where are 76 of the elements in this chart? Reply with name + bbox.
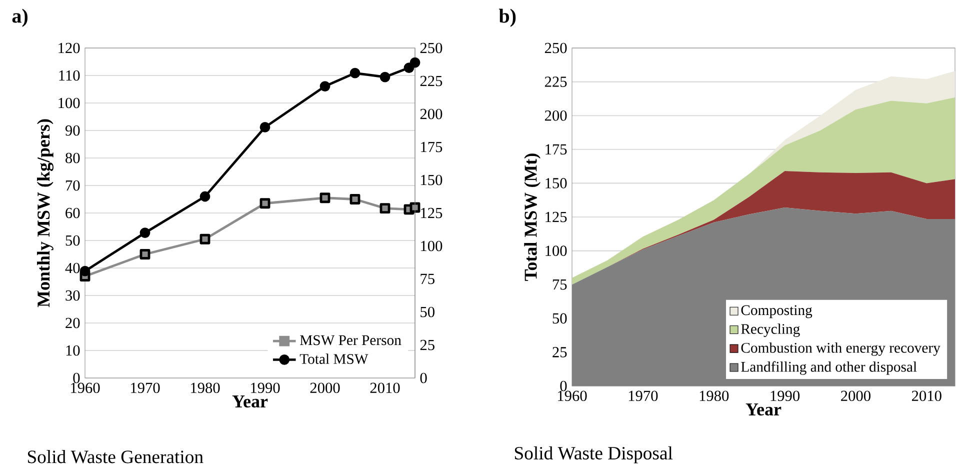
x-axis-title: Year	[746, 404, 782, 416]
y-tick-label: 25	[552, 347, 567, 358]
point	[410, 57, 420, 68]
chart-title: b)	[498, 8, 516, 27]
x-tick-label: 1980	[700, 390, 729, 402]
y2-tick-label: 125	[421, 208, 442, 218]
y-tick-label: 175	[546, 144, 567, 155]
y-tick-label: 10	[66, 345, 80, 356]
y-tick-label: 50	[66, 235, 80, 246]
point	[380, 203, 390, 214]
y-tick-label: 100	[546, 246, 567, 256]
y-axis-title: Monthly MSW (kg/pers)	[37, 119, 54, 308]
y2-tick-label: 100	[421, 240, 442, 252]
legend-label: Total MSW	[300, 354, 368, 364]
point	[404, 62, 414, 73]
legend-label: Composting	[741, 305, 812, 318]
y-tick-label: 30	[66, 290, 80, 301]
point	[350, 194, 360, 204]
y2-tick-label: 50	[420, 306, 434, 318]
x-tick-label: 1990	[251, 382, 280, 394]
legend-label: Combustion with energy recovery	[741, 342, 940, 356]
point	[140, 228, 150, 238]
legend-label: Landfilling and other disposal	[741, 361, 917, 375]
y-tick-label: 150	[546, 178, 567, 188]
y-tick-label: 60	[66, 208, 80, 218]
x-tick-label: 1960	[71, 382, 100, 394]
y-tick-label: 225	[544, 76, 567, 87]
x-tick-label: 1980	[191, 382, 220, 394]
y-tick-label: 100	[58, 98, 80, 108]
y-tick-label: 70	[66, 180, 80, 191]
y2-tick-label: 225	[420, 76, 442, 86]
y-tick-label: 120	[58, 42, 80, 54]
text: Solid Waste Generation	[28, 450, 204, 464]
x-tick-label: 1970	[131, 382, 160, 394]
point	[80, 266, 90, 276]
y-tick-label: 40	[65, 262, 80, 274]
point	[260, 122, 270, 132]
y-tick-label: 250	[544, 42, 567, 54]
point	[200, 234, 210, 244]
y2-tick-label: 0	[420, 372, 427, 384]
y-tick-label: 200	[544, 110, 567, 121]
point	[320, 192, 330, 204]
y2-tick-label: 250	[420, 42, 442, 54]
x-tick-label: 1960	[558, 390, 587, 402]
x-tick-label: 2010	[370, 382, 400, 394]
x-tick-label: 2000	[310, 382, 340, 394]
y-tick-label: 80	[66, 152, 80, 164]
y-tick-label: 110	[59, 70, 80, 81]
y-tick-label: 90	[65, 125, 80, 136]
point	[350, 68, 360, 78]
chart-title: a)	[12, 8, 28, 27]
y-tick-label: 50	[552, 313, 567, 324]
y-tick-label: 125	[546, 212, 567, 222]
x-tick-label: 1990	[770, 390, 800, 402]
y-tick-label: 0	[560, 380, 567, 392]
x-tick-label: 2010	[912, 390, 942, 402]
y2-tick-label: 25	[420, 340, 434, 350]
x-tick-label: 1970	[628, 390, 658, 402]
y2-tick-label: 75	[420, 274, 434, 284]
point	[320, 81, 330, 92]
legend-label: MSW Per Person	[300, 335, 402, 346]
point	[200, 191, 210, 202]
y2-tick-label: 150	[421, 174, 442, 186]
text: Solid Waste Disposal	[514, 446, 673, 464]
y2-tick-label: 175	[421, 142, 442, 152]
point	[380, 72, 390, 82]
y2-tick-label: 200	[420, 108, 442, 120]
point	[140, 249, 150, 260]
y-tick-label: 20	[66, 318, 80, 328]
legend-label: Recycling	[741, 324, 800, 337]
x-tick-label: 2000	[841, 390, 870, 402]
x-axis-title: Year	[232, 396, 268, 408]
y-axis-title: Total MSW (Mt)	[524, 154, 540, 281]
point	[260, 198, 270, 209]
y-tick-label: 0	[73, 372, 80, 384]
y-tick-label: 75	[552, 280, 567, 290]
